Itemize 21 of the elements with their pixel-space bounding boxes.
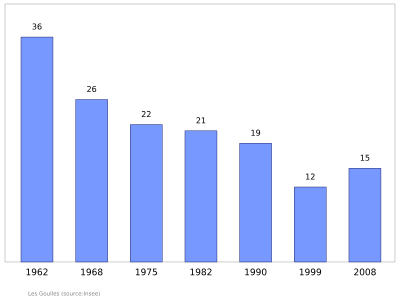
x-tick-label: 1990 bbox=[245, 268, 266, 276]
data-label: 36 bbox=[32, 23, 42, 30]
bar bbox=[20, 36, 54, 262]
x-tick-label: 1962 bbox=[26, 268, 48, 276]
bar bbox=[294, 186, 326, 262]
bar bbox=[75, 99, 108, 262]
data-label: 22 bbox=[142, 111, 151, 117]
data-label: 12 bbox=[306, 174, 315, 180]
data-label: 26 bbox=[87, 86, 96, 92]
x-tick-label: 1982 bbox=[190, 268, 212, 276]
x-tick-label: 1968 bbox=[81, 268, 102, 276]
bar bbox=[348, 168, 382, 262]
data-label: 15 bbox=[360, 154, 370, 161]
x-tick-label: 1999 bbox=[300, 268, 322, 276]
x-tick-label: 1975 bbox=[136, 268, 157, 276]
bar bbox=[130, 124, 162, 262]
data-label: 19 bbox=[251, 130, 260, 136]
bar bbox=[239, 143, 272, 262]
data-label: 21 bbox=[196, 117, 206, 124]
bar bbox=[184, 130, 218, 262]
x-tick-label: 2008 bbox=[354, 268, 376, 276]
